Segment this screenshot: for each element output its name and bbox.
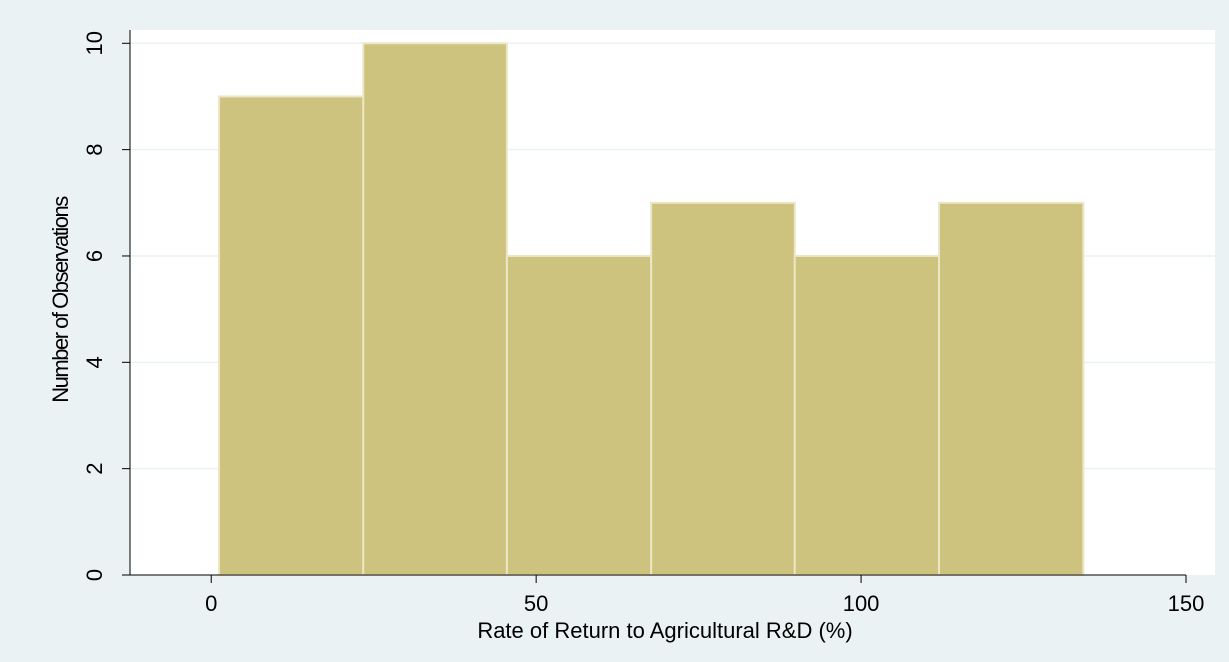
bar [218,95,365,577]
y-tick-label: 10 [82,31,107,55]
x-tick-label: 100 [843,591,880,616]
x-tick-label: 50 [524,591,548,616]
bar [362,42,508,577]
bar [938,201,1085,576]
y-axis-label: Number of Observations [48,196,73,403]
x-tick-label: 0 [205,591,217,616]
y-tick-label: 2 [82,463,107,475]
bar [650,201,796,576]
y-tick-label: 6 [82,250,107,262]
bar [505,254,653,576]
y-tick-label: 0 [82,569,107,581]
y-tick-label: 8 [82,144,107,156]
bar [793,254,941,576]
x-axis-label: Rate of Return to Agricultural R&D (%) [477,618,852,643]
y-tick-label: 4 [82,356,107,368]
x-tick-label: 150 [1168,591,1205,616]
